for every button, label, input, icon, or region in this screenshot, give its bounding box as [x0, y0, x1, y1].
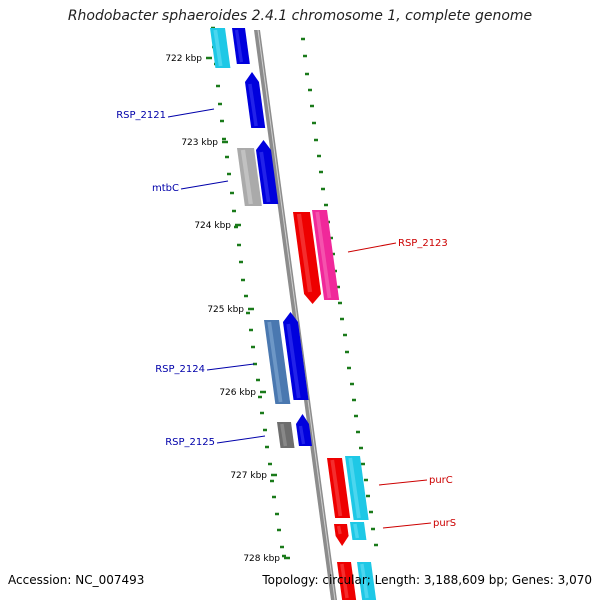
- backbone-highlight: [257, 29, 336, 600]
- gene-block-blue-top[interactable]: [232, 28, 250, 64]
- kbp-tick-label: 728 kbp: [243, 554, 280, 564]
- gene-leader-line: [378, 479, 428, 486]
- gene-block-red-bottom-shade: [340, 563, 349, 599]
- gene-label[interactable]: purS: [433, 518, 456, 529]
- gene-block-rsp2123[interactable]: [293, 212, 322, 304]
- gene-leader-line: [167, 108, 215, 118]
- gene-label[interactable]: purC: [429, 475, 453, 486]
- gene-block-red-bottom[interactable]: [337, 562, 357, 600]
- map-title: Rhodobacter sphaeroides 2.4.1 chromosome…: [67, 8, 533, 24]
- gene-block-purc[interactable]: [327, 458, 351, 518]
- gene-block-blue-top-shade: [234, 29, 244, 63]
- kbp-tick-label: 725 kbp: [207, 305, 244, 315]
- gene-block-cyan-purc[interactable]: [345, 456, 369, 520]
- kbp-tick-label: 726 kbp: [219, 388, 256, 398]
- gene-block-purc-shade: [330, 459, 343, 517]
- gene-block-darkgray-shade: [280, 423, 288, 447]
- gene-block-gray-mtbc[interactable]: [237, 148, 262, 206]
- gene-label[interactable]: RSP_2124: [155, 364, 205, 375]
- gene-block-cyan-top-shade: [213, 29, 223, 67]
- gene-block-cyan-bottom[interactable]: [357, 562, 377, 600]
- gene-block-rsp2125-shade: [298, 425, 306, 445]
- chromosome-backbone: [254, 30, 337, 600]
- gene-block-darkgray[interactable]: [277, 422, 295, 448]
- genome-stats-label: Topology: circular; Length: 3,188,609 bp…: [262, 573, 592, 587]
- gene-block-magenta-shade: [315, 211, 332, 299]
- gene-block-rsp2124-shade: [286, 323, 301, 399]
- gene-block-rsp2121-shade: [248, 83, 258, 127]
- gene-leader-line: [382, 522, 432, 529]
- gene-leader-line: [347, 242, 397, 253]
- gene-block-mtbc[interactable]: [256, 140, 279, 204]
- gene-block-cyan-purs-shade: [353, 523, 360, 539]
- kbp-tick-label: 722 kbp: [165, 54, 202, 64]
- gene-block-rsp2121[interactable]: [245, 72, 266, 128]
- gene-block-rsp2123-shade: [296, 213, 313, 293]
- gene-block-gray-mtbc-shade: [240, 149, 253, 205]
- accession-label: Accession: NC_007493: [8, 573, 145, 587]
- gene-label[interactable]: RSP_2121: [116, 110, 166, 121]
- gene-leader-line: [206, 363, 255, 371]
- gene-label[interactable]: RSP_2125: [165, 437, 215, 448]
- gene-block-magenta[interactable]: [312, 210, 340, 300]
- gene-block-cyan-bottom-shade: [360, 563, 369, 599]
- gene-block-steelblue-shade: [267, 321, 283, 403]
- gene-block-purs-shade: [336, 525, 342, 535]
- gene-block-rsp2124[interactable]: [283, 312, 309, 400]
- gene-block-cyan-top[interactable]: [210, 28, 231, 68]
- gene-label[interactable]: RSP_2123: [398, 238, 448, 249]
- gene-leader-line: [180, 180, 229, 190]
- kbp-tick-label: 723 kbp: [181, 138, 218, 148]
- gene-block-mtbc-shade: [259, 151, 271, 203]
- kbp-tick-label: 724 kbp: [194, 221, 231, 231]
- kbp-tick-label: 727 kbp: [230, 471, 267, 481]
- gene-label[interactable]: mtbC: [152, 183, 179, 194]
- gene-block-purs[interactable]: [334, 524, 349, 546]
- gene-block-cyan-purc-shade: [348, 457, 361, 519]
- gene-block-rsp2125[interactable]: [296, 414, 312, 446]
- gene-leader-line: [216, 435, 266, 444]
- gene-block-cyan-purs[interactable]: [350, 522, 367, 540]
- gene-block-steelblue[interactable]: [264, 320, 291, 404]
